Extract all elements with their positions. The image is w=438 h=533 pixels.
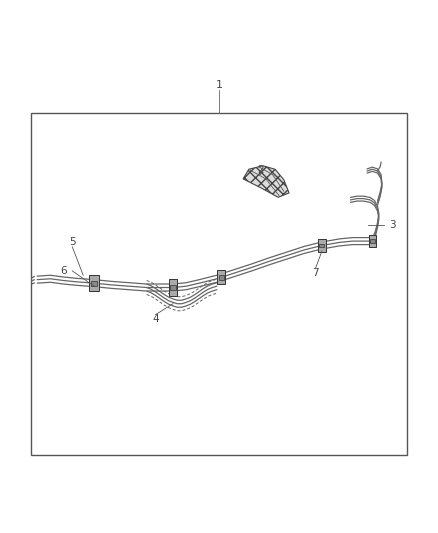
Bar xyxy=(319,244,325,247)
Text: 2: 2 xyxy=(257,165,264,175)
Bar xyxy=(370,239,374,243)
Text: 6: 6 xyxy=(60,266,67,276)
Text: 5: 5 xyxy=(69,237,76,247)
Bar xyxy=(89,275,99,292)
Text: 3: 3 xyxy=(389,220,396,230)
Bar xyxy=(91,281,97,286)
Polygon shape xyxy=(243,166,289,197)
Text: 4: 4 xyxy=(152,314,159,324)
Bar xyxy=(318,239,326,252)
Bar xyxy=(217,270,225,285)
Bar xyxy=(169,279,177,296)
Bar xyxy=(369,235,376,247)
Bar xyxy=(170,285,176,290)
Bar xyxy=(31,113,407,455)
Bar xyxy=(219,276,224,279)
Text: 7: 7 xyxy=(312,268,319,278)
Text: 1: 1 xyxy=(215,80,223,90)
